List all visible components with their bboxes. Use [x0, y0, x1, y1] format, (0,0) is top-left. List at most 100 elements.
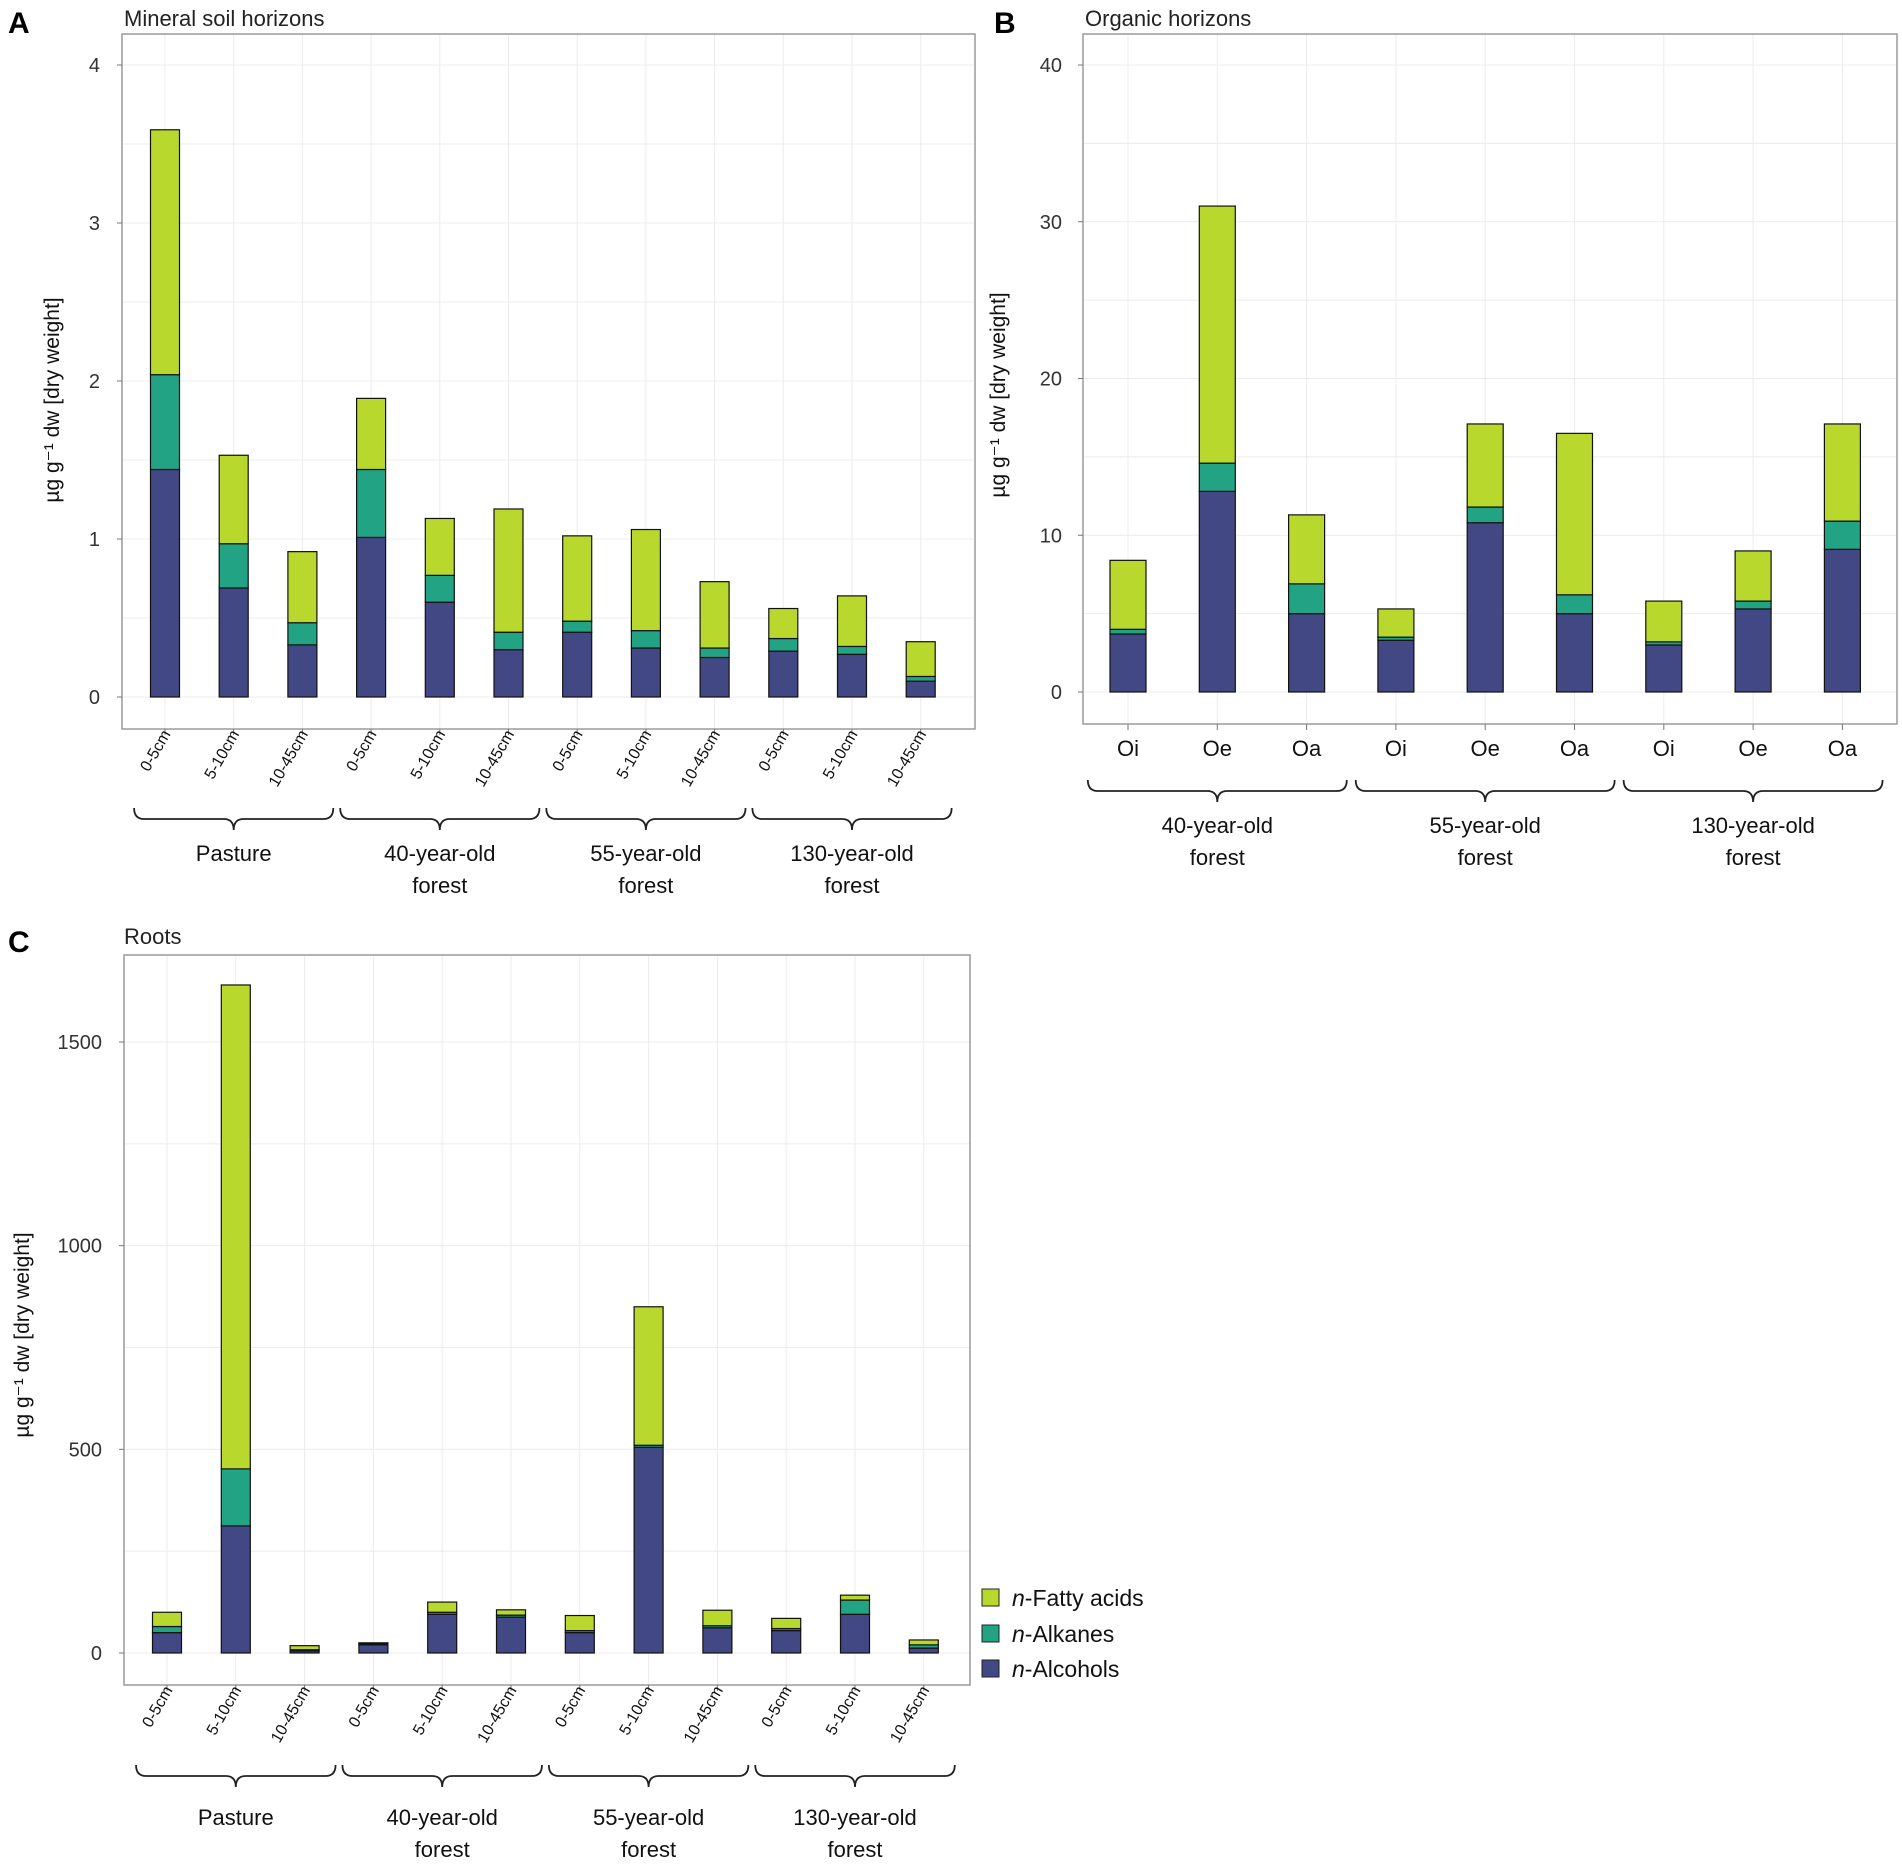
panel-c-bar-n-alcohols	[220, 1525, 251, 1654]
panel-c-bar-n-fatty-acids	[220, 984, 251, 1470]
panel-a-bar-n-fatty-acids	[630, 528, 662, 632]
legend-label-alcohols: n-Alcohols	[1012, 1656, 1119, 1682]
panel-c-x-tick-label: 5-10cm	[823, 1684, 864, 1739]
panel-b-bar-n-alcohols	[1734, 608, 1772, 693]
panel-b-y-axis-label: µg g⁻¹ dw [dry weight]	[987, 292, 1010, 497]
panel-a-x-tick-label: 0-5cm	[550, 728, 587, 775]
panel-a-bar-n-alcohols	[905, 680, 936, 698]
panel-a-group-label: forest	[824, 873, 879, 898]
panel-a-x-tick-label: 10-45cm	[678, 728, 724, 790]
panel-a-x-tick-label: 0-5cm	[344, 728, 381, 775]
panel-c-bar-n-alcohols	[908, 1647, 939, 1654]
panel-a-bar-n-alkanes	[218, 543, 249, 589]
panel-a-bar-n-fatty-acids	[562, 535, 593, 622]
panel-b-bar-n-alkanes	[1198, 462, 1236, 492]
legend-item-alcohols: n-Alcohols	[981, 1656, 1119, 1682]
panel-c-bar-n-alcohols	[771, 1629, 802, 1654]
legend-swatch-fatty-acids	[981, 1588, 1000, 1607]
panel-c-x-tick-label: 10-45cm	[681, 1684, 727, 1746]
panel-b-bar-n-fatty-acids	[1823, 423, 1862, 522]
panel-a-x-tick-label: 10-45cm	[472, 728, 518, 790]
panel-a-group-label: forest	[618, 873, 673, 898]
legend-item-fatty-acids: n-Fatty acids	[981, 1585, 1144, 1611]
panel-c-group-label: forest	[827, 1837, 882, 1862]
panel-b-bar-n-fatty-acids	[1734, 550, 1772, 602]
panel-b-bar-n-alkanes	[1555, 594, 1594, 615]
panel-c-y-tick-label: 500	[69, 1439, 102, 1461]
panel-a-x-tick-label: 10-45cm	[884, 728, 930, 790]
panel-b-x-tick-label: Oa	[1560, 736, 1590, 761]
panel-c-bar-n-alkanes	[220, 1468, 251, 1527]
panel-c-roots: C Roots µg g⁻¹ dw [dry weight] 0 500 1000 1…	[8, 924, 971, 1862]
panel-c-group-label: forest	[621, 1837, 676, 1862]
panel-c-bar-n-alcohols	[839, 1613, 871, 1654]
panel-a-bar-n-alcohols	[562, 631, 593, 698]
panel-c-y-tick-label: 0	[91, 1643, 102, 1665]
panel-c-bar-n-alcohols	[358, 1644, 389, 1654]
panel-a-bar-n-fatty-acids	[424, 517, 455, 576]
panel-a-group-label: Pasture	[196, 841, 272, 866]
panel-a-bar-n-alcohols	[768, 650, 799, 698]
panel-b-title: Organic horizons	[1085, 6, 1251, 31]
panel-b-bar-n-fatty-acids	[1287, 514, 1326, 585]
panel-b-bar-n-alcohols	[1198, 490, 1236, 693]
panel-c-bar-n-fatty-acids	[564, 1614, 595, 1632]
panel-a-bar-n-fatty-acids	[905, 641, 936, 678]
panel-b-y-tick-label: 30	[1040, 212, 1062, 234]
panel-b-group-label: 40-year-old	[1162, 813, 1273, 838]
panel-a-group-brace	[339, 807, 541, 831]
panel-c-group-brace	[754, 1764, 956, 1788]
panel-a-title: Mineral soil horizons	[124, 6, 325, 31]
panel-c-plot-frame	[123, 954, 971, 1686]
panel-c-bar-n-fatty-acids	[702, 1609, 733, 1627]
panel-a-y-tick-label: 1	[89, 529, 100, 551]
panel-a-bar-n-fatty-acids	[699, 581, 730, 649]
panel-c-y-tick-label: 1500	[58, 1032, 103, 1054]
panel-b-group-brace	[1086, 779, 1348, 803]
panel-b-group-label: forest	[1190, 845, 1245, 870]
panel-c-x-tick-label: 10-45cm	[475, 1684, 521, 1746]
panel-a-x-tick-label: 0-5cm	[138, 728, 175, 775]
panel-b-bar-n-alkanes	[1109, 628, 1147, 635]
panel-a-bar-n-alkanes	[699, 647, 730, 659]
panel-c-x-tick-label: 5-10cm	[204, 1684, 245, 1739]
panel-b-x-tick-label: Oi	[1117, 736, 1139, 761]
panel-a-x-tick-label: 5-10cm	[202, 728, 243, 783]
panel-c-group-brace	[547, 1764, 750, 1788]
panel-b-group-brace	[1354, 779, 1616, 803]
legend-swatch-alkanes	[981, 1624, 1000, 1643]
panel-a-group-label: 130-year-old	[790, 841, 914, 866]
panel-b-x-tick-label: Oi	[1653, 736, 1675, 761]
panel-c-bar-n-fatty-acids	[427, 1601, 458, 1613]
panel-b-bar-n-alcohols	[1645, 644, 1683, 693]
panel-b-organic-horizons: B Organic horizons µg g⁻¹ dw [dry weight…	[987, 6, 1898, 870]
panel-a-bar-n-alcohols	[356, 536, 387, 698]
panel-c-group-label: Pasture	[198, 1805, 274, 1830]
panel-a-bar-n-alkanes	[630, 630, 662, 649]
panel-a-bar-n-alcohols	[149, 468, 181, 698]
panel-c-bar-n-alcohols	[427, 1613, 458, 1654]
panel-b-bar-n-alcohols	[1109, 633, 1147, 693]
panel-c-bar-n-fatty-acids	[839, 1594, 871, 1601]
panel-c-bar-n-fatty-acids	[771, 1617, 802, 1630]
panel-c-group-label: 130-year-old	[793, 1805, 917, 1830]
panel-a-group-brace	[751, 807, 953, 831]
panel-c-group-label: 55-year-old	[593, 1805, 704, 1830]
panel-c-bar-n-fatty-acids	[495, 1609, 527, 1616]
panel-b-group-label: 130-year-old	[1691, 813, 1815, 838]
panel-b-x-tick-label: Oe	[1738, 736, 1767, 761]
panel-a-bar-n-fatty-acids	[836, 595, 868, 648]
panel-b-bar-n-alcohols	[1823, 548, 1862, 693]
panel-b-y-tick-label: 10	[1040, 525, 1062, 547]
panel-b-y-tick-label: 20	[1040, 369, 1062, 391]
panel-b-x-tick-label: Oa	[1828, 736, 1858, 761]
panel-a-group-label: 40-year-old	[384, 841, 495, 866]
panel-c-bar-n-alkanes	[151, 1625, 183, 1634]
panel-a-bar-n-alcohols	[699, 656, 730, 698]
panel-a-bar-n-alkanes	[287, 622, 318, 646]
panel-c-x-tick-label: 10-45cm	[268, 1684, 314, 1746]
panel-a-group-label: 55-year-old	[590, 841, 701, 866]
panel-a-x-tick-label: 5-10cm	[408, 728, 449, 783]
panel-a-bar-n-alkanes	[768, 637, 799, 652]
panel-c-group-label: forest	[415, 1837, 470, 1862]
